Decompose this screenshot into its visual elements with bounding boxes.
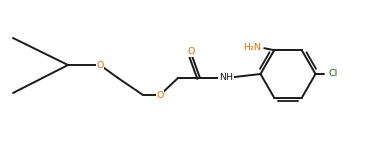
Text: O: O: [96, 60, 104, 69]
Text: NH: NH: [219, 74, 233, 82]
Text: O: O: [187, 48, 195, 57]
Text: O: O: [156, 90, 164, 99]
Text: H₂N: H₂N: [243, 43, 261, 52]
Text: Cl: Cl: [329, 69, 338, 78]
